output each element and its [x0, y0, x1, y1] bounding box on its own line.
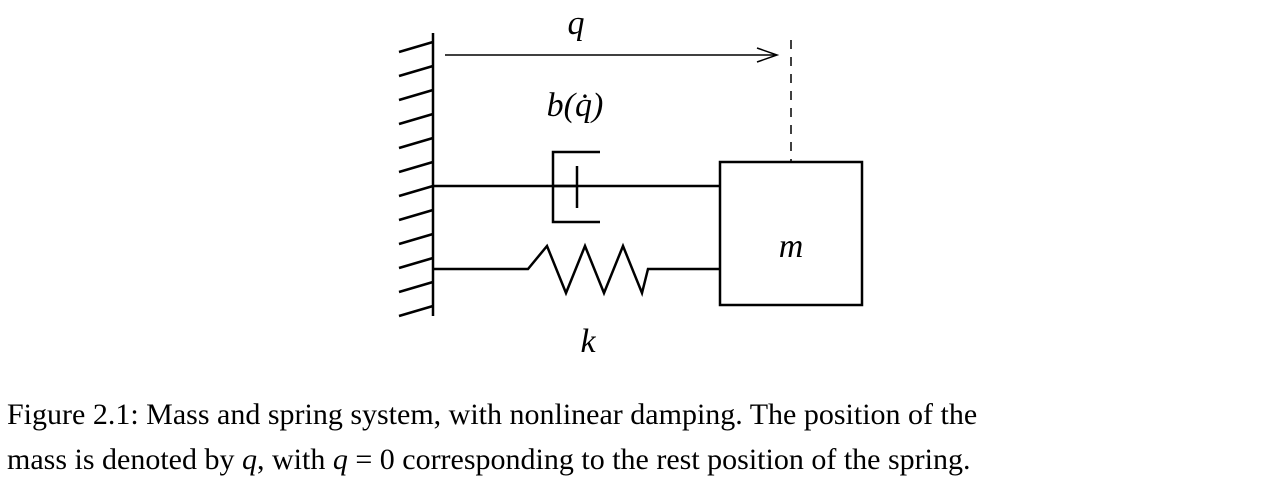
- wall: [398, 33, 435, 318]
- wall-hatching: [398, 40, 434, 318]
- damper: [433, 150, 720, 224]
- caption-q-2: q: [332, 443, 348, 476]
- caption-line-1: Figure 2.1: Mass and spring system, with…: [7, 392, 1279, 437]
- spring-label: k: [580, 323, 596, 360]
- caption-line-2: mass is denoted by q, with q = 0 corresp…: [7, 437, 1279, 482]
- caption-text-1: Mass and spring system, with nonlinear d…: [146, 398, 978, 431]
- caption-q-1: q: [241, 443, 257, 476]
- position-label: q: [568, 5, 585, 42]
- figure-caption: Figure 2.1: Mass and spring system, with…: [7, 392, 1279, 482]
- damper-label: b(q̇): [547, 87, 604, 124]
- position-arrow: [445, 47, 780, 63]
- caption-text-2a: mass is denoted by: [7, 443, 235, 476]
- caption-prefix: Figure 2.1:: [7, 398, 139, 431]
- mass-spring-damper-diagram: q b(q̇) k m: [398, 5, 864, 360]
- mass-label: m: [779, 228, 804, 265]
- caption-text-2c: = 0 corresponding to the rest position o…: [355, 443, 971, 476]
- caption-text-2b: , with: [256, 443, 326, 476]
- mass-block: [718, 160, 864, 307]
- spring: [433, 242, 720, 298]
